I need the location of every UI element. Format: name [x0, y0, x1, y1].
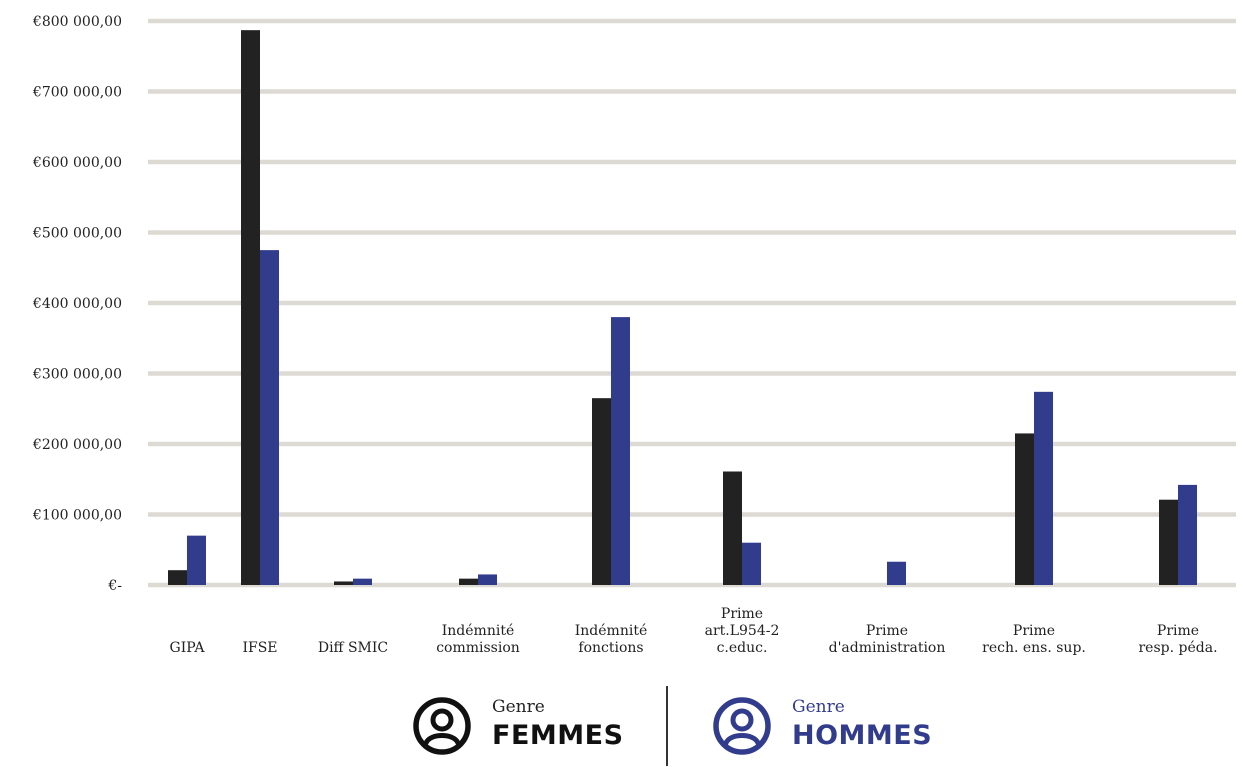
- y-tick-label: €300 000,00: [32, 367, 122, 383]
- y-axis-tick-labels: €- €100 000,00 €200 000,00 €300 000,00 €400 …: [32, 14, 122, 594]
- bars: [168, 30, 1197, 586]
- legend-femmes-caption: Genre: [492, 696, 545, 717]
- x-category-label: GIPA: [170, 640, 206, 656]
- bar-hommes: [187, 535, 206, 585]
- x-category-label: IFSE: [242, 640, 277, 656]
- bar-hommes: [478, 574, 497, 585]
- x-category-label: Prime art.L954-2 c.educ.: [705, 606, 780, 656]
- bar-femmes: [723, 471, 742, 585]
- x-category-label: Prime d'administration: [829, 623, 946, 656]
- y-tick-label: €-: [107, 578, 122, 594]
- y-tick-label: €400 000,00: [32, 296, 122, 312]
- y-tick-label: €200 000,00: [32, 437, 122, 453]
- bar-femmes: [334, 581, 353, 585]
- y-tick-label: €700 000,00: [32, 85, 122, 101]
- bar-femmes: [592, 398, 611, 585]
- y-tick-label: €800 000,00: [32, 14, 122, 30]
- x-category-label: Indémnité commission: [436, 623, 520, 656]
- bar-hommes: [1178, 484, 1197, 585]
- bar-femmes: [459, 578, 478, 585]
- legend-hommes-label: HOMMES: [792, 719, 933, 751]
- legend-divider: [666, 686, 668, 766]
- bar-hommes: [887, 561, 906, 585]
- x-category-label: Indémnité fonctions: [575, 623, 647, 656]
- user-circle-icon: [413, 696, 471, 755]
- bar-hommes: [1034, 391, 1053, 585]
- y-tick-label: €600 000,00: [32, 155, 122, 171]
- legend-femmes: Genre FEMMES: [412, 688, 624, 763]
- x-category-label: Diff SMIC: [318, 640, 388, 656]
- bar-hommes: [353, 578, 372, 585]
- x-axis-category-labels: GIPA IFSE Diff SMIC Indémnité commission Indé…: [170, 606, 1218, 656]
- x-category-label: Prime rech. ens. sup.: [982, 623, 1086, 656]
- x-category-label: Prime resp. péda.: [1138, 623, 1217, 656]
- y-tick-label: €100 000,00: [32, 508, 122, 524]
- bar-hommes: [260, 250, 279, 585]
- bar-hommes: [742, 542, 761, 585]
- grid-lines: [148, 18, 1236, 588]
- bar-femmes: [168, 570, 187, 585]
- legend-hommes: Genre HOMMES: [712, 688, 932, 763]
- bar-femmes: [1015, 433, 1034, 585]
- user-circle-icon: [713, 696, 771, 755]
- legend-femmes-label: FEMMES: [492, 719, 624, 751]
- bar-femmes: [1159, 499, 1178, 585]
- y-tick-label: €500 000,00: [32, 226, 122, 242]
- legend-hommes-caption: Genre: [792, 696, 845, 717]
- bar-hommes: [611, 317, 630, 585]
- bar-femmes: [241, 30, 260, 586]
